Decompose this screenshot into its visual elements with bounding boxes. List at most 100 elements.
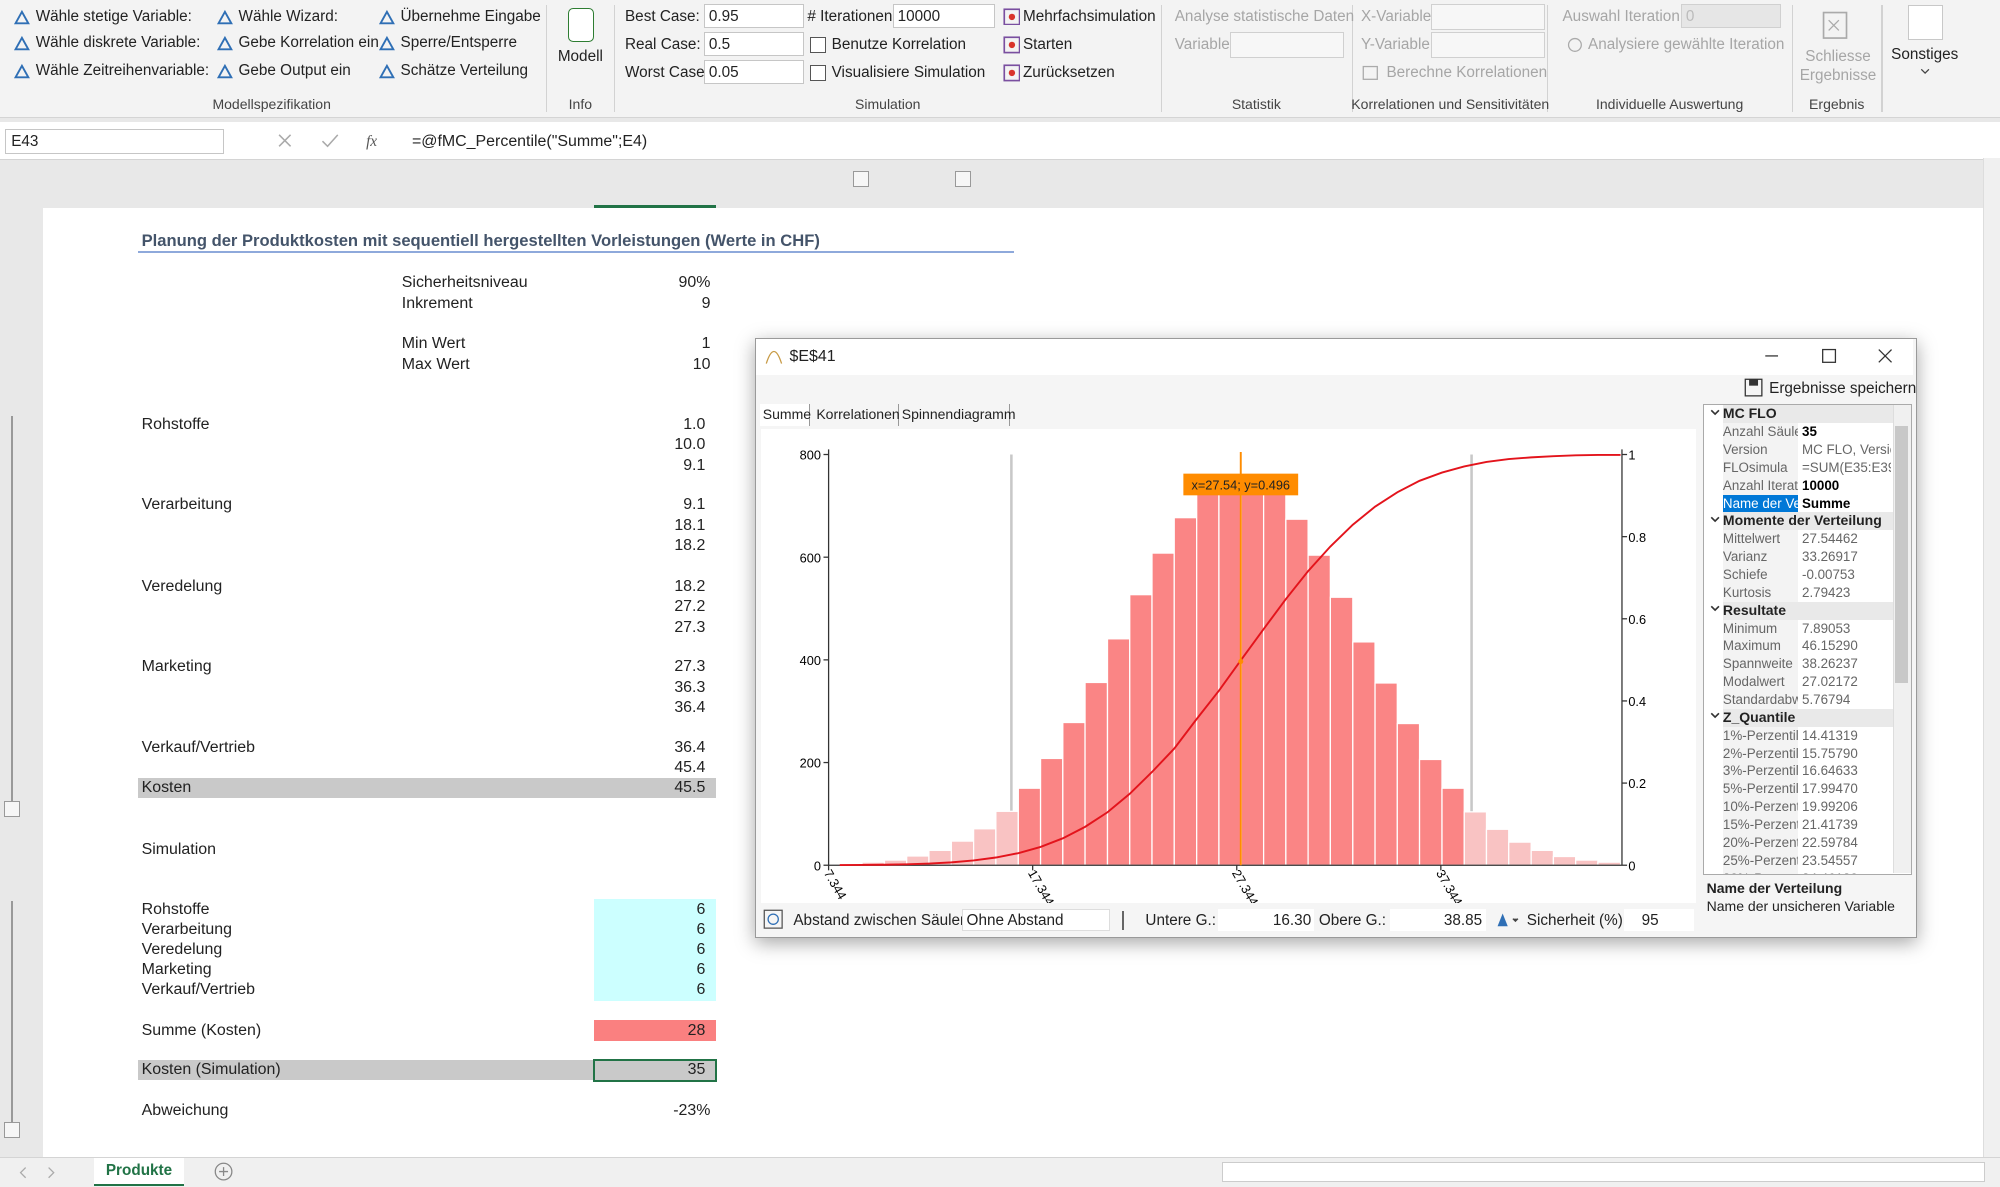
group-header[interactable]: MC FLO: [1722, 405, 1893, 424]
histogram-bar: [1196, 490, 1221, 866]
selected-cell[interactable]: [593, 1058, 717, 1082]
tab[interactable]: Summe: [760, 404, 811, 426]
ribbon-button[interactable]: Mehrfachsimulation: [1022, 7, 1156, 25]
ribbon-button[interactable]: Sonstiges: [1891, 45, 1959, 63]
checkbox[interactable]: [809, 65, 826, 82]
section-label: Rohstoffe: [141, 415, 210, 433]
property-name[interactable]: 30%-Perzent: [1722, 869, 1799, 874]
ribbon-button[interactable]: Gebe Korrelation ein: [238, 34, 379, 52]
deviation-value: -23%: [673, 1102, 711, 1120]
spacing-label: Abstand zwischen Säulen:: [793, 911, 973, 929]
text-input[interactable]: 0.95: [704, 3, 804, 29]
group-toggle[interactable]: [1709, 709, 1722, 727]
function-icon[interactable]: fx: [366, 132, 378, 150]
property-name[interactable]: 20%-Perzent: [1722, 833, 1799, 852]
scroll-thumb[interactable]: [1895, 425, 1908, 684]
property-name[interactable]: Name der Ve: [1722, 494, 1799, 513]
sheet-tab[interactable]: Produkte: [94, 1158, 184, 1186]
ribbon-button[interactable]: Gebe Output ein: [238, 62, 351, 80]
tab[interactable]: Spinnendiagramm: [899, 404, 1016, 426]
toggle-chevron-part: [1710, 409, 1720, 415]
dropdown[interactable]: [1229, 31, 1344, 59]
add-sheet: [214, 1162, 233, 1181]
ribbon-button[interactable]: Wähle diskrete Variable:: [35, 34, 201, 52]
lower-value: 16.30: [1272, 911, 1312, 929]
property-name[interactable]: 5%-Perzentil: [1722, 780, 1799, 799]
param-label: Inkrement: [401, 294, 473, 312]
ribbon-button[interactable]: Berechne Korrelationen: [1386, 63, 1548, 81]
property-name[interactable]: Anzahl Iterati: [1722, 476, 1799, 495]
param-value: 90%: [678, 274, 711, 292]
name-box[interactable]: E43: [5, 128, 225, 155]
confidence-input[interactable]: [1623, 909, 1694, 932]
text-input[interactable]: 0.5: [704, 31, 804, 57]
dropdown[interactable]: [1431, 3, 1546, 31]
lower-input[interactable]: [1218, 909, 1314, 932]
dropdown-chevron: [1920, 68, 1930, 74]
ribbon-button[interactable]: Wähle stetige Variable:: [35, 7, 192, 25]
property-name[interactable]: 1%-Perzentil: [1722, 726, 1799, 745]
marker-point: [1238, 658, 1244, 664]
sim-label: Verkauf/Vertrieb: [141, 981, 255, 999]
section-value: 9.1: [683, 456, 706, 474]
property-name[interactable]: Mittelwert: [1722, 530, 1799, 549]
property-name[interactable]: 10%-Perzent: [1722, 798, 1799, 817]
save-button[interactable]: Ergebnisse speichern: [1769, 380, 1917, 398]
property-value: 21.41739: [1802, 817, 1858, 833]
ribbon-button[interactable]: Übernehme Eingabe: [400, 7, 541, 25]
group-header[interactable]: Z_Quantile: [1722, 708, 1893, 727]
property-name[interactable]: Version: [1722, 441, 1799, 459]
histogram-bar: [1531, 849, 1555, 866]
spacing-dropdown[interactable]: Ohne Abstand: [961, 909, 1110, 932]
button-icon: [216, 36, 233, 51]
property-name[interactable]: Spannweite: [1722, 655, 1799, 674]
ribbon-button[interactable]: Sperre/Entsperre: [400, 34, 517, 52]
section-label: Verkauf/Vertrieb: [141, 738, 255, 756]
upper-input[interactable]: [1390, 909, 1486, 932]
group-header[interactable]: Resultate: [1722, 601, 1893, 620]
property-name[interactable]: FLOsimula: [1722, 458, 1799, 477]
property-name[interactable]: Varianz: [1722, 548, 1799, 567]
property-name[interactable]: 25%-Perzent: [1722, 851, 1799, 870]
text-input[interactable]: 0: [1681, 3, 1781, 29]
property-name[interactable]: Anzahl Säule: [1722, 423, 1799, 442]
ribbon-button[interactable]: Zurücksetzen: [1022, 63, 1115, 81]
window-controls-part: [1878, 349, 1893, 363]
property-name[interactable]: 3%-Perzentil: [1722, 762, 1799, 781]
dropdown[interactable]: [1431, 31, 1546, 59]
ribbon-button[interactable]: Starten: [1022, 35, 1073, 53]
y2-tick-label: 0.6: [1629, 611, 1647, 626]
property-name[interactable]: Kurtosis: [1722, 583, 1799, 602]
sim-cost-band: [137, 1059, 716, 1081]
ribbon-button[interactable]: Analysiere gewählte Iteration: [1588, 35, 1785, 53]
button-icon: [378, 64, 395, 79]
ribbon-button[interactable]: Analyse statistische Daten: [1174, 7, 1355, 25]
group-toggle[interactable]: [1709, 602, 1722, 620]
button-icon-part: [1002, 64, 1020, 82]
text-input[interactable]: 0.05: [704, 59, 804, 85]
property-name[interactable]: Schiefe: [1722, 566, 1799, 584]
ribbon-button[interactable]: Schliesse Ergebnisse: [1799, 48, 1877, 85]
group-toggle[interactable]: [1709, 405, 1722, 423]
confidence-icon-part: [1512, 917, 1519, 922]
ribbon-button[interactable]: Modell: [557, 48, 603, 66]
property-name[interactable]: Minimum: [1722, 619, 1799, 638]
property-name[interactable]: 15%-Perzent: [1722, 816, 1799, 834]
property-name[interactable]: Modalwert: [1722, 673, 1799, 692]
property-value: 17.99470: [1802, 781, 1858, 797]
checkbox-label[interactable]: Visualisiere Simulation: [831, 63, 986, 81]
property-name[interactable]: Standardabw: [1722, 691, 1799, 709]
ribbon-button[interactable]: Wähle Zeitreihenvariable:: [35, 62, 210, 80]
group-toggle[interactable]: [1709, 512, 1722, 530]
formula[interactable]: =@fMC_Percentile("Summe";E4): [411, 132, 648, 150]
group-header[interactable]: Momente der Verteilung: [1722, 512, 1893, 531]
checkbox-label[interactable]: Benutze Korrelation: [831, 35, 966, 53]
text-input[interactable]: 10000: [892, 3, 995, 29]
ribbon-button[interactable]: Wähle Wizard:: [238, 7, 338, 25]
tab[interactable]: Korrelationen: [814, 404, 900, 426]
property-name[interactable]: Maximum: [1722, 637, 1799, 656]
property-name[interactable]: 2%-Perzentil: [1722, 744, 1799, 763]
checkbox[interactable]: [809, 36, 826, 53]
ribbon-button[interactable]: Schätze Verteilung: [400, 62, 529, 80]
